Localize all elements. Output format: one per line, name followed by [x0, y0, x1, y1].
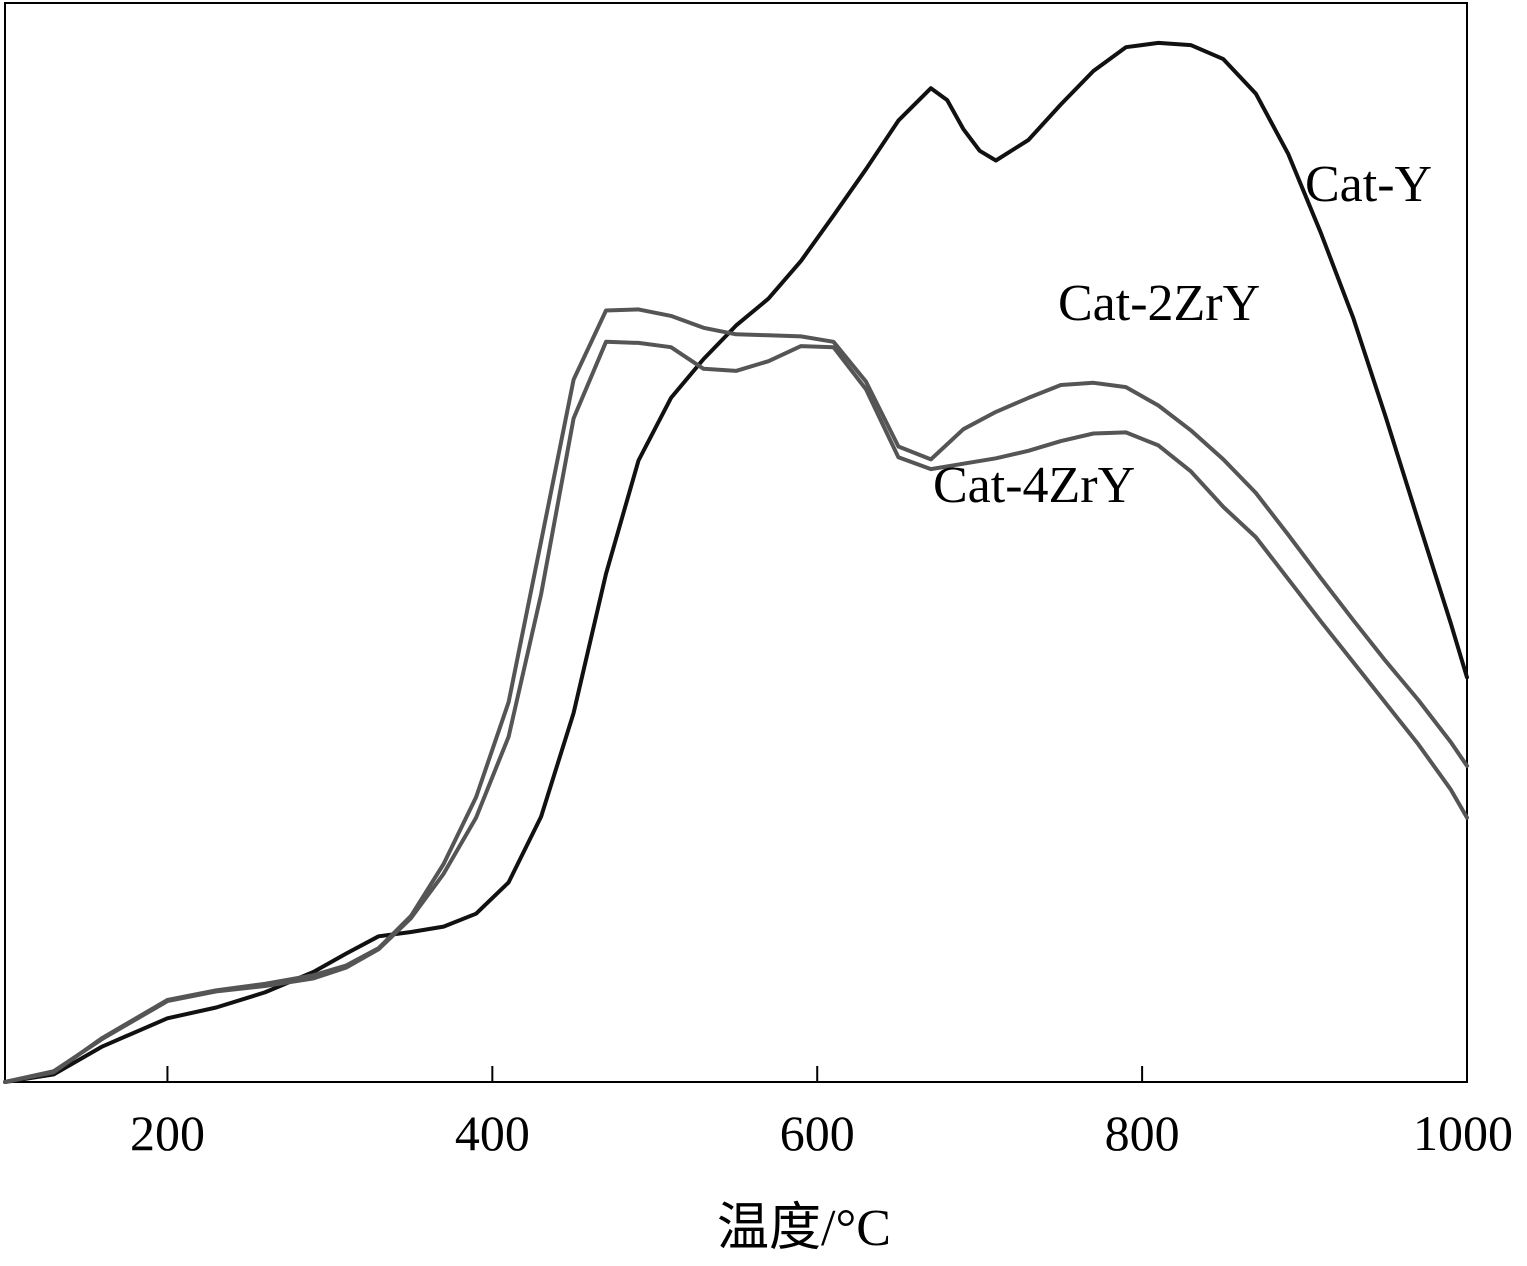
x-tick-label: 600 [780, 1105, 855, 1161]
plot-frame [4, 2, 1468, 1083]
series-line-cat-4zry [3, 339, 1469, 1084]
series-line-cat-2zry [3, 307, 1469, 1084]
x-tick-label: 200 [130, 1105, 205, 1161]
series-label-cat-2zry: Cat-2ZrY [1058, 275, 1260, 332]
series-label-cat-y: Cat-Y [1305, 156, 1432, 213]
series-line-cat-y [3, 40, 1469, 1084]
x-axis-label: 温度/°C [717, 1200, 891, 1257]
x-tick-label: 800 [1105, 1105, 1180, 1161]
x-tick-label: 1000 [1413, 1105, 1513, 1161]
x-tick-label: 400 [455, 1105, 530, 1161]
series-label-cat-4zry: Cat-4ZrY [933, 457, 1135, 514]
